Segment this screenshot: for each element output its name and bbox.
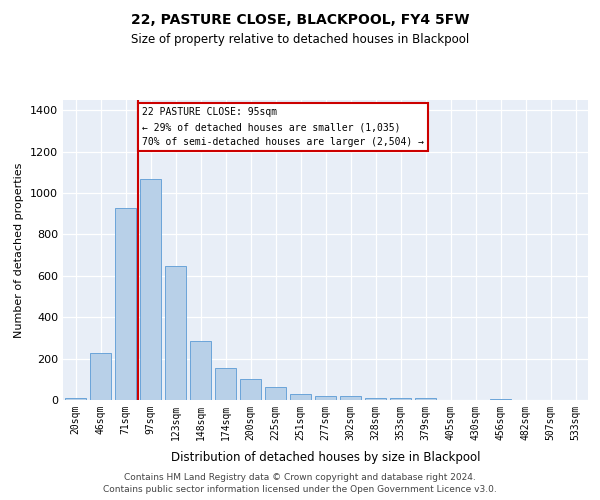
X-axis label: Distribution of detached houses by size in Blackpool: Distribution of detached houses by size …: [171, 451, 480, 464]
Bar: [340, 396, 361, 400]
Bar: [290, 394, 311, 400]
Text: Contains public sector information licensed under the Open Government Licence v3: Contains public sector information licen…: [103, 485, 497, 494]
Bar: [165, 266, 186, 400]
Bar: [265, 386, 286, 400]
Bar: [215, 368, 236, 400]
Bar: [140, 178, 161, 400]
Text: 22, PASTURE CLOSE, BLACKPOOL, FY4 5FW: 22, PASTURE CLOSE, BLACKPOOL, FY4 5FW: [131, 12, 469, 26]
Bar: [365, 398, 386, 400]
Text: 22 PASTURE CLOSE: 95sqm
← 29% of detached houses are smaller (1,035)
70% of semi: 22 PASTURE CLOSE: 95sqm ← 29% of detache…: [142, 107, 424, 147]
Bar: [65, 398, 86, 400]
Bar: [390, 398, 411, 400]
Y-axis label: Number of detached properties: Number of detached properties: [14, 162, 25, 338]
Bar: [415, 398, 436, 400]
Bar: [115, 208, 136, 400]
Text: Size of property relative to detached houses in Blackpool: Size of property relative to detached ho…: [131, 32, 469, 46]
Bar: [190, 341, 211, 400]
Bar: [315, 396, 336, 400]
Bar: [240, 380, 261, 400]
Bar: [490, 399, 511, 400]
Bar: [90, 354, 111, 400]
Text: Contains HM Land Registry data © Crown copyright and database right 2024.: Contains HM Land Registry data © Crown c…: [124, 472, 476, 482]
